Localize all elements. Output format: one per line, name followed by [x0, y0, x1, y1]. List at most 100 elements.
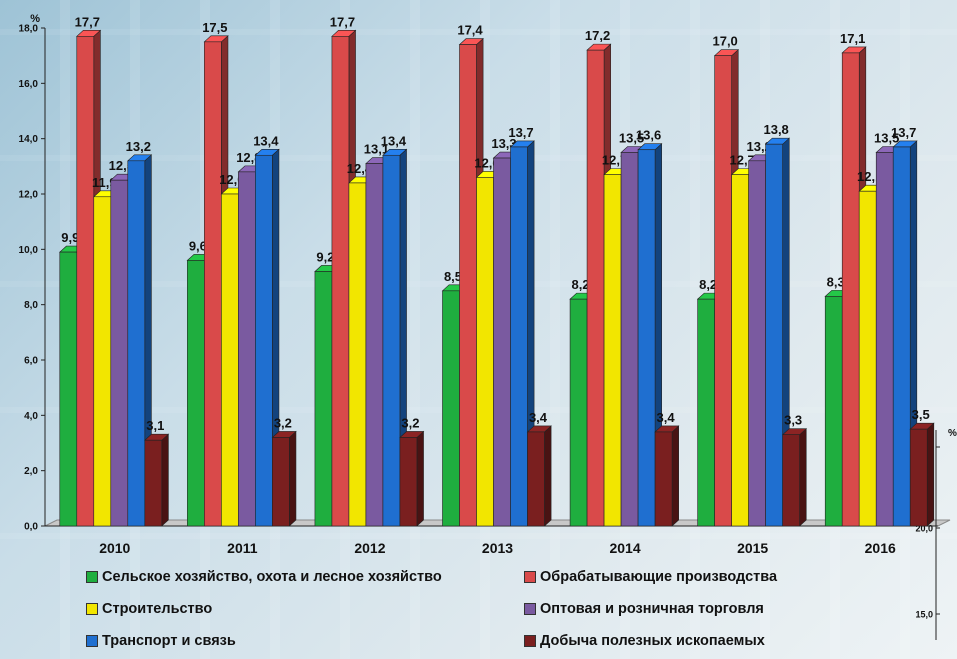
legend-item-trade: Оптовая и розничная торговля [524, 598, 844, 620]
bar [748, 160, 766, 527]
bar [714, 55, 732, 527]
y-tick-label: 16,0 [19, 79, 39, 90]
legend-swatch [524, 635, 536, 647]
legend-item-transport: Транспорт и связь [86, 630, 524, 652]
bar [144, 439, 163, 527]
data-label: 13,7 [891, 125, 916, 140]
bar [841, 52, 860, 527]
x-tick-label: 2015 [737, 540, 768, 556]
bar [620, 152, 639, 527]
bar [875, 152, 894, 527]
legend-label: Оптовая и розничная торговля [540, 601, 764, 617]
data-label: 13,5 [874, 131, 899, 146]
data-label: 9,6 [189, 238, 207, 253]
legend-item-construction: Строительство [86, 598, 524, 620]
legend-item-agriculture: Сельское хозяйство, охота и лесное хозяй… [86, 566, 524, 588]
y-tick-label: 18,0 [19, 24, 39, 35]
bar [654, 431, 673, 527]
data-label: 3,4 [529, 410, 548, 425]
bar [221, 193, 239, 527]
bar [382, 154, 401, 527]
data-label: 17,2 [585, 28, 610, 43]
data-label: 13,4 [381, 133, 407, 148]
bar [858, 190, 877, 527]
bar [510, 146, 528, 527]
y-tick-label: 6,0 [24, 356, 38, 367]
bar [765, 143, 783, 527]
bar [238, 171, 256, 527]
bar [110, 179, 129, 527]
bar [127, 160, 146, 527]
data-label: 17,7 [75, 14, 100, 29]
data-label: 13,7 [508, 125, 533, 140]
legend-label: Строительство [102, 601, 213, 617]
data-label: 3,5 [912, 407, 930, 422]
data-label: 13,8 [763, 122, 788, 137]
data-label: 17,7 [330, 14, 355, 29]
secondary-axis-tick-label: 15,0 [915, 610, 933, 620]
data-label: 17,1 [840, 31, 865, 46]
legend-label: Сельское хозяйство, охота и лесное хозяй… [102, 569, 442, 585]
bar [59, 251, 78, 527]
bar [824, 296, 843, 527]
bar-side [799, 428, 807, 527]
data-label: 9,2 [316, 249, 334, 264]
data-label: 3,3 [784, 413, 802, 428]
bar [603, 174, 622, 527]
x-tick-label: 2011 [227, 540, 258, 556]
y-tick-label: 4,0 [24, 411, 38, 422]
data-label: 13,4 [253, 133, 279, 148]
y-tick-label: 12,0 [19, 190, 39, 201]
bar [399, 437, 418, 527]
bar [569, 298, 588, 527]
y-tick-label: 10,0 [19, 245, 39, 256]
bar [331, 35, 350, 527]
secondary-axis-tick-label: 20,0 [915, 524, 933, 534]
bar [76, 35, 95, 527]
bar [892, 146, 911, 527]
bar [272, 437, 290, 527]
legend-label: Транспорт и связь [102, 633, 236, 649]
bar [442, 290, 460, 527]
bar-side [671, 425, 679, 527]
legend-swatch [86, 571, 98, 583]
y-axis-unit: % [30, 13, 40, 25]
bar [365, 163, 384, 527]
data-label: 3,4 [657, 410, 676, 425]
bar [909, 428, 928, 527]
y-tick-label: 2,0 [24, 466, 38, 477]
data-label: 13,1 [364, 142, 389, 157]
legend-label: Обрабатывающие производства [540, 569, 778, 585]
y-tick-label: 8,0 [24, 300, 38, 311]
legend: Сельское хозяйство, охота и лесное хозяй… [86, 566, 846, 652]
bar [187, 260, 205, 527]
legend-swatch [86, 635, 98, 647]
bar-side [926, 422, 935, 527]
data-label: 13,2 [126, 139, 151, 154]
legend-swatch [524, 571, 536, 583]
bar [93, 196, 112, 527]
data-label: 8,2 [572, 277, 590, 292]
data-label: 8,3 [827, 274, 845, 289]
bar-side [416, 430, 424, 527]
data-label: 3,2 [274, 415, 292, 430]
bar [731, 174, 749, 527]
x-tick-label: 2014 [609, 540, 640, 556]
bar [527, 431, 545, 527]
data-label: 17,0 [712, 34, 737, 49]
legend-swatch [86, 603, 98, 615]
bar [637, 149, 656, 527]
data-label: 8,5 [444, 269, 462, 284]
bar [255, 154, 273, 527]
secondary-axis-unit: % [948, 428, 957, 439]
bar [459, 44, 477, 527]
data-label: 3,1 [146, 418, 164, 433]
bar-side [544, 425, 552, 527]
bar [782, 434, 800, 527]
x-tick-label: 2010 [99, 540, 130, 556]
data-label: 11,9 [92, 175, 117, 190]
bar [586, 49, 605, 527]
bar [348, 182, 367, 527]
data-label: 3,2 [401, 415, 419, 430]
